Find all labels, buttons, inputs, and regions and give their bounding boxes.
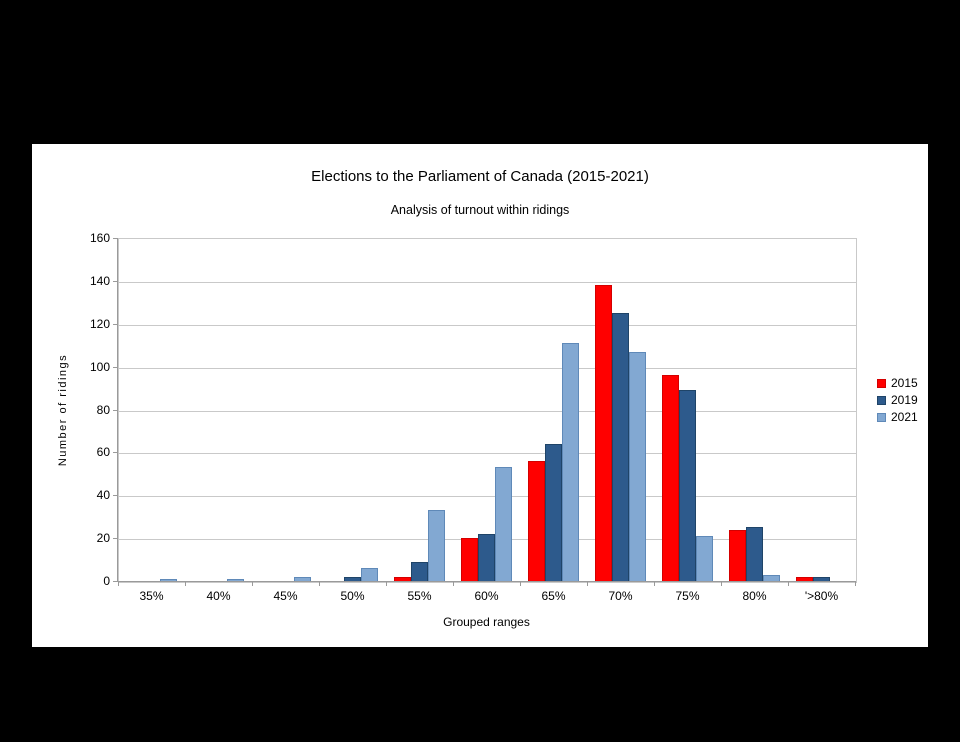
x-tick-mark (386, 582, 387, 586)
bar-2019-65 (545, 444, 562, 581)
x-tick-mark (587, 582, 588, 586)
x-axis-line (117, 581, 856, 582)
y-tick-label: 80 (96, 402, 110, 417)
y-tick-mark (113, 366, 118, 368)
bar-2015-55 (394, 577, 411, 581)
legend-label: 2019 (891, 393, 918, 407)
legend-swatch (877, 413, 886, 422)
x-tick-mark (118, 582, 119, 586)
x-tick-label: '>80% (804, 589, 839, 603)
bar-2021-55 (428, 510, 445, 581)
bar-2021-45 (294, 577, 311, 581)
bar-2021-50 (361, 568, 378, 581)
x-tick-label: 75% (675, 589, 700, 603)
gridline (119, 453, 856, 455)
y-tick-label: 120 (89, 316, 110, 331)
x-tick-label: 50% (340, 589, 365, 603)
x-tick-mark (453, 582, 454, 586)
legend-item-2021: 2021 (877, 409, 918, 426)
chart-subtitle: Analysis of turnout within ridings (390, 203, 570, 217)
x-tick-mark (654, 582, 655, 586)
y-tick-mark (113, 409, 118, 411)
y-tick-label: 0 (103, 574, 110, 588)
bar-2019-50 (344, 577, 361, 581)
bar-2015-70 (595, 285, 612, 581)
bar-2019-55 (411, 562, 428, 581)
x-tick-mark (319, 582, 320, 586)
y-tick-mark (113, 452, 118, 454)
bar-2019-80 (746, 527, 763, 581)
x-tick-label: 65% (541, 589, 566, 603)
bar-2019-60 (478, 534, 495, 581)
gridline (119, 410, 856, 412)
legend-item-2015: 2015 (877, 375, 918, 392)
bar-2021-40 (227, 579, 244, 581)
y-tick-mark (113, 495, 118, 497)
y-tick-mark (113, 238, 118, 239)
x-tick-label: 80% (742, 589, 767, 603)
x-tick-mark (185, 582, 186, 586)
y-tick-label: 160 (89, 231, 110, 245)
bar-2021-65 (562, 343, 579, 581)
x-tick-label: 55% (407, 589, 432, 603)
bar-2019-70 (612, 313, 629, 581)
bar-2021-35 (160, 579, 177, 581)
x-tick-mark (855, 582, 856, 586)
legend-label: 2015 (891, 376, 918, 390)
bar-2015->80 (796, 577, 813, 581)
y-tick-label: 60 (96, 445, 110, 460)
bar-2015-65 (528, 461, 545, 581)
legend-swatch (877, 379, 886, 388)
bar-2015-75 (662, 375, 679, 581)
bar-2021-80 (763, 575, 780, 581)
y-tick-mark (113, 280, 118, 282)
x-tick-label: 45% (273, 589, 298, 603)
bar-2021-60 (495, 467, 512, 581)
x-tick-mark (520, 582, 521, 586)
x-axis-title: Grouped ranges (443, 615, 530, 629)
bar-2019-75 (679, 390, 696, 581)
y-tick-label: 140 (89, 273, 110, 288)
x-tick-label: 60% (474, 589, 499, 603)
y-tick-mark (113, 323, 118, 325)
x-tick-label: 40% (206, 589, 231, 603)
bar-2021-75 (696, 536, 713, 581)
y-tick-label: 40 (96, 488, 110, 503)
bar-2019->80 (813, 577, 830, 581)
legend-item-2019: 2019 (877, 392, 918, 409)
chart-title: Elections to the Parliament of Canada (2… (311, 168, 649, 185)
y-tick-label: 20 (96, 531, 110, 546)
legend-label: 2021 (891, 410, 918, 424)
plot-area (118, 238, 857, 583)
y-tick-mark (113, 538, 118, 540)
bar-2015-60 (461, 538, 478, 581)
y-tick-mark (113, 581, 118, 582)
y-tick-label: 100 (89, 359, 110, 374)
x-tick-label: 35% (139, 589, 164, 603)
x-tick-mark (252, 582, 253, 586)
legend: 2015 2019 2021 (877, 375, 918, 426)
bar-2015-80 (729, 530, 746, 581)
gridline (119, 496, 856, 498)
gridline (119, 281, 856, 283)
chart-panel: Elections to the Parliament of Canada (2… (32, 144, 928, 647)
legend-swatch (877, 396, 886, 405)
x-tick-mark (721, 582, 722, 586)
gridline (119, 324, 856, 326)
bar-2021-70 (629, 352, 646, 581)
x-tick-label: 70% (608, 589, 633, 603)
gridline (119, 367, 856, 369)
x-tick-mark (788, 582, 789, 586)
